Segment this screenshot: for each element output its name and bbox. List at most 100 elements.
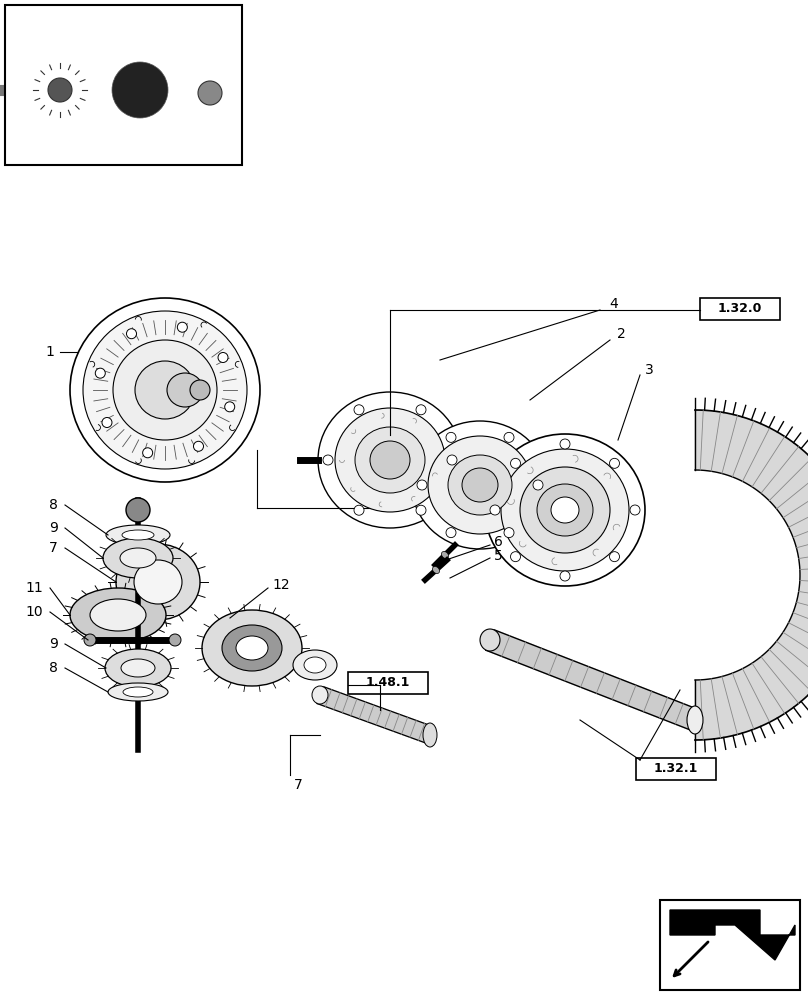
Text: 1.32.1: 1.32.1	[654, 762, 698, 776]
Text: 1.32.0: 1.32.0	[718, 302, 762, 316]
Ellipse shape	[441, 551, 448, 559]
Polygon shape	[695, 410, 808, 740]
Circle shape	[511, 458, 520, 468]
Ellipse shape	[134, 560, 182, 604]
Ellipse shape	[304, 657, 326, 673]
Circle shape	[102, 418, 112, 428]
Polygon shape	[670, 960, 700, 985]
Ellipse shape	[551, 497, 579, 523]
Polygon shape	[317, 687, 433, 743]
Text: 8: 8	[49, 498, 58, 512]
Circle shape	[218, 353, 228, 362]
Circle shape	[533, 480, 543, 490]
Circle shape	[490, 505, 500, 515]
Ellipse shape	[687, 706, 703, 734]
Ellipse shape	[537, 484, 593, 536]
Circle shape	[48, 78, 72, 102]
Text: 2: 2	[617, 327, 625, 341]
Circle shape	[504, 528, 514, 538]
Text: 7: 7	[49, 541, 58, 555]
Circle shape	[323, 455, 333, 465]
Text: 9: 9	[49, 521, 58, 535]
Circle shape	[126, 498, 150, 522]
Ellipse shape	[190, 380, 210, 400]
Circle shape	[225, 402, 234, 412]
Circle shape	[144, 112, 176, 144]
Circle shape	[446, 528, 456, 538]
Ellipse shape	[122, 530, 154, 540]
Circle shape	[177, 322, 187, 332]
Ellipse shape	[70, 588, 166, 642]
Ellipse shape	[135, 361, 195, 419]
Bar	[660, 900, 800, 990]
Ellipse shape	[370, 441, 410, 479]
Text: 11: 11	[25, 581, 43, 595]
Ellipse shape	[105, 649, 171, 687]
Ellipse shape	[412, 421, 548, 549]
Bar	[5, 5, 242, 165]
Ellipse shape	[202, 610, 302, 686]
Ellipse shape	[501, 449, 629, 571]
Circle shape	[354, 405, 364, 415]
Bar	[185, 75, 235, 110]
Circle shape	[446, 432, 456, 442]
Bar	[636, 758, 716, 780]
Circle shape	[417, 480, 427, 490]
Ellipse shape	[169, 634, 181, 646]
Text: 12: 12	[272, 578, 289, 592]
Ellipse shape	[520, 467, 610, 553]
Circle shape	[560, 439, 570, 449]
Ellipse shape	[108, 683, 168, 701]
Ellipse shape	[355, 427, 425, 493]
Circle shape	[609, 552, 620, 562]
Text: 7: 7	[294, 778, 303, 792]
Ellipse shape	[423, 723, 437, 747]
Text: 8: 8	[49, 661, 58, 675]
Bar	[348, 672, 428, 694]
Ellipse shape	[84, 634, 96, 646]
Ellipse shape	[462, 468, 498, 502]
Circle shape	[504, 432, 514, 442]
Ellipse shape	[83, 311, 247, 469]
Ellipse shape	[485, 434, 645, 586]
Ellipse shape	[480, 629, 500, 651]
Ellipse shape	[428, 436, 532, 534]
Ellipse shape	[103, 538, 173, 578]
Ellipse shape	[236, 636, 268, 660]
Text: 5: 5	[494, 549, 503, 563]
Circle shape	[511, 552, 520, 562]
Circle shape	[560, 571, 570, 581]
Ellipse shape	[432, 566, 440, 574]
Ellipse shape	[222, 625, 282, 671]
Text: 9: 9	[49, 637, 58, 651]
Text: 3: 3	[645, 363, 654, 377]
Circle shape	[143, 448, 153, 458]
Ellipse shape	[448, 455, 512, 515]
Ellipse shape	[113, 340, 217, 440]
Circle shape	[91, 116, 119, 144]
Circle shape	[609, 458, 620, 468]
Text: 10: 10	[25, 605, 43, 619]
Circle shape	[447, 455, 457, 465]
Ellipse shape	[312, 686, 328, 704]
Polygon shape	[486, 630, 699, 730]
Circle shape	[630, 505, 640, 515]
Circle shape	[193, 441, 204, 451]
Ellipse shape	[335, 408, 445, 512]
Ellipse shape	[167, 373, 203, 407]
Ellipse shape	[106, 525, 170, 545]
Circle shape	[127, 329, 137, 339]
Text: 4: 4	[609, 297, 618, 311]
Circle shape	[354, 505, 364, 515]
Ellipse shape	[70, 298, 260, 482]
Ellipse shape	[90, 599, 146, 631]
Ellipse shape	[293, 650, 337, 680]
Ellipse shape	[121, 659, 155, 677]
Ellipse shape	[120, 548, 156, 568]
Circle shape	[95, 368, 105, 378]
Ellipse shape	[116, 544, 200, 620]
Circle shape	[416, 405, 426, 415]
Ellipse shape	[123, 687, 153, 697]
Circle shape	[112, 62, 168, 118]
Ellipse shape	[318, 392, 462, 528]
